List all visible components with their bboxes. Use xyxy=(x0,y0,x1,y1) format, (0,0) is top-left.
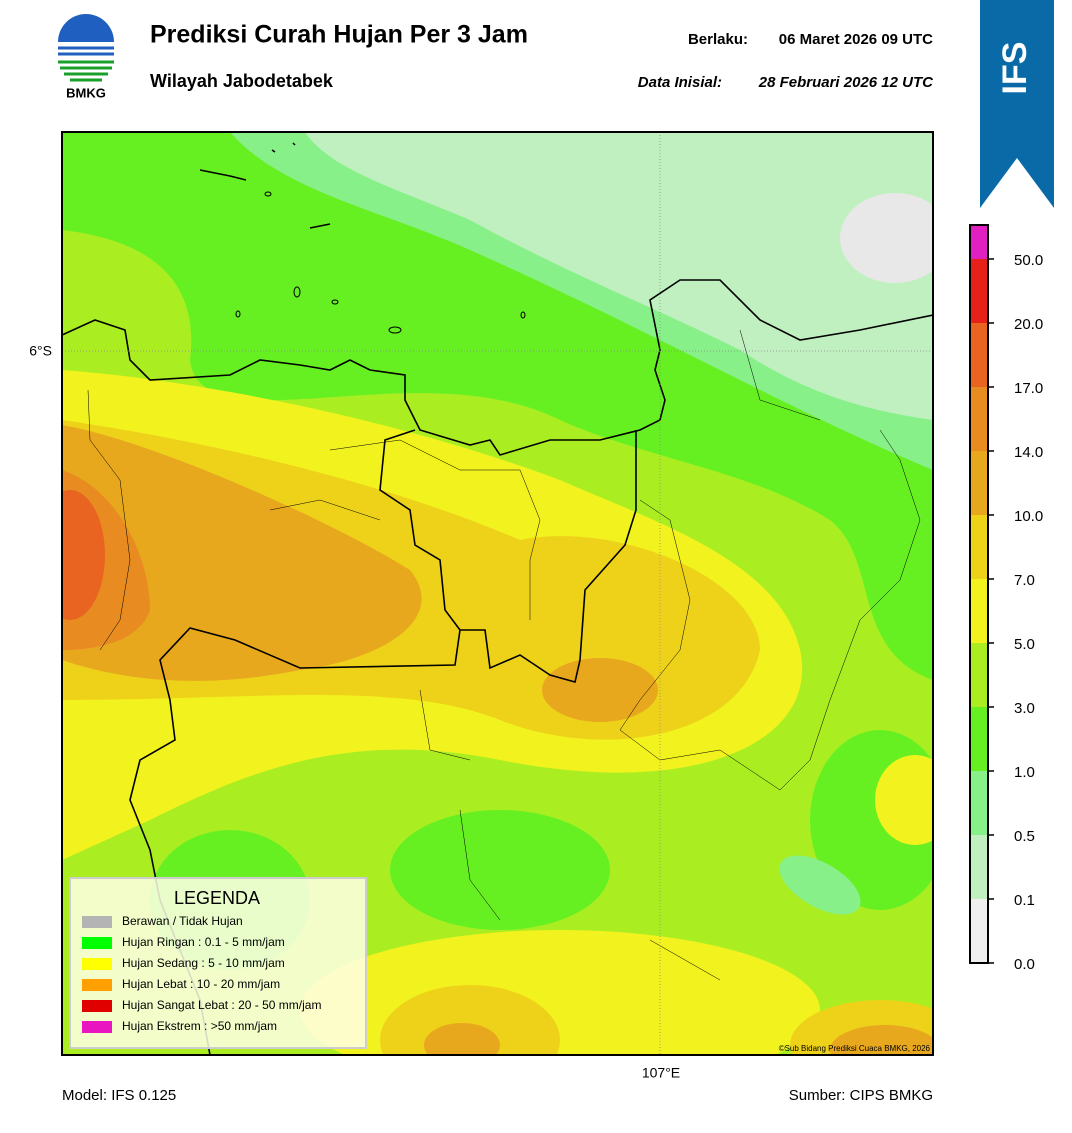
badge-label: IFS xyxy=(996,42,1034,95)
colorbar-segment xyxy=(970,515,988,579)
logo-label: BMKG xyxy=(66,85,106,100)
valid-label: Berlaku: xyxy=(688,31,748,48)
colorbar-label: 50.0 xyxy=(1014,252,1043,269)
colorbar-frame xyxy=(969,224,989,964)
colorbar-label: 17.0 xyxy=(1014,380,1043,397)
credit: ©Sub Bidang Prediksi Cuaca BMKG, 2026 xyxy=(779,1044,931,1053)
colorbar-label: 5.0 xyxy=(1014,636,1035,653)
badge xyxy=(980,0,1054,208)
valid-time: 06 Maret 2026 09 UTC xyxy=(779,31,933,48)
colorbar-segment xyxy=(970,579,988,643)
legend-swatch xyxy=(82,916,112,928)
legend-label: Hujan Lebat : 10 - 20 mm/jam xyxy=(122,977,280,991)
colorbar-label: 0.5 xyxy=(1014,828,1035,845)
source: Sumber: CIPS BMKG xyxy=(789,1087,933,1104)
logo: BMKG xyxy=(58,14,114,100)
colorbar-segment xyxy=(970,225,988,259)
colorbar-label: 10.0 xyxy=(1014,508,1043,525)
colorbar-segment xyxy=(970,771,988,835)
legend-label: Hujan Sedang : 5 - 10 mm/jam xyxy=(122,956,285,970)
colorbar-segment xyxy=(970,387,988,451)
lon-label: 107°E xyxy=(642,1065,680,1081)
map xyxy=(62,132,933,1055)
colorbar-label: 20.0 xyxy=(1014,316,1043,333)
colorbar-segment xyxy=(970,323,988,387)
legend-title: LEGENDA xyxy=(174,888,260,908)
init-label: Data Inisial: xyxy=(638,74,722,91)
colorbar-segment xyxy=(970,259,988,323)
colorbar-segment xyxy=(970,707,988,771)
colorbar-label: 14.0 xyxy=(1014,444,1043,461)
legend-swatch xyxy=(82,979,112,991)
legend-label: Berawan / Tidak Hujan xyxy=(122,914,243,928)
colorbar-segment xyxy=(970,643,988,707)
legend-swatch xyxy=(82,958,112,970)
legend-swatch xyxy=(82,1000,112,1012)
colorbar-label: 3.0 xyxy=(1014,700,1035,717)
init-time: 28 Februari 2026 12 UTC xyxy=(758,74,934,91)
subtitle: Wilayah Jabodetabek xyxy=(150,71,334,91)
legend: LEGENDA Berawan / Tidak Hujan Hujan Ringa… xyxy=(69,877,367,1049)
colorbar-segment xyxy=(970,899,988,963)
colorbar-segment xyxy=(970,835,988,899)
colorbar-label: 7.0 xyxy=(1014,572,1035,589)
model: Model: IFS 0.125 xyxy=(62,1087,176,1104)
colorbar-label: 1.0 xyxy=(1014,764,1035,781)
colorbar-label: 0.0 xyxy=(1014,956,1035,973)
colorbar-segment xyxy=(970,451,988,515)
title: Prediksi Curah Hujan Per 3 Jam xyxy=(150,21,528,49)
legend-label: Hujan Ringan : 0.1 - 5 mm/jam xyxy=(122,935,285,949)
lat-label: 6°S xyxy=(29,343,52,359)
map-frame xyxy=(61,131,934,1056)
legend-label: Hujan Ekstrem : >50 mm/jam xyxy=(122,1019,277,1033)
colorbar-label: 0.1 xyxy=(1014,892,1035,909)
legend-label: Hujan Sangat Lebat : 20 - 50 mm/jam xyxy=(122,998,321,1012)
legend-swatch xyxy=(82,937,112,949)
legend-swatch xyxy=(82,1021,112,1033)
colorbar: 0.0 0.1 0.5 1.0 3.0 5.0 7.0 10.0 14.0 17.0 20.0 50.… xyxy=(969,224,1043,973)
